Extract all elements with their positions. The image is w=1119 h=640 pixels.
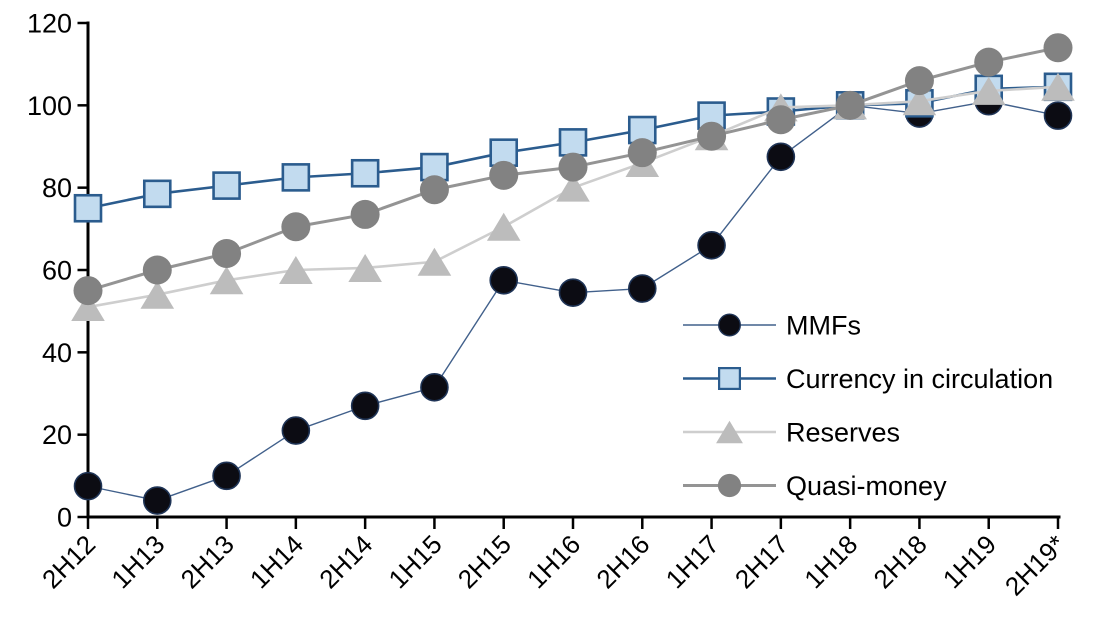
quasi-money-marker — [142, 255, 172, 285]
quasi-money-marker — [489, 160, 519, 190]
quasi-money-marker — [419, 175, 449, 205]
legend-item-currency-in-circulation: Currency in circulation — [683, 364, 1053, 394]
mmfs-marker — [766, 142, 796, 172]
mmfs-marker — [420, 373, 449, 402]
x-axis-tick-label: 1H14 — [244, 529, 309, 594]
reserves-marker — [71, 293, 105, 322]
reserves-marker — [556, 173, 590, 202]
y-axis-tick-label: 120 — [27, 9, 72, 39]
quasi-money-marker — [697, 121, 727, 151]
currency-in-circulation-marker — [558, 128, 588, 157]
mmfs-marker — [73, 471, 103, 501]
y-axis-tick-label: 0 — [57, 503, 72, 533]
reserves-marker — [902, 87, 937, 116]
legend-label-currency-in-circulation: Currency in circulation — [786, 364, 1053, 394]
currency-in-circulation-marker — [73, 193, 103, 223]
quasi-money-marker — [974, 47, 1004, 77]
mmfs-marker — [350, 391, 380, 421]
reserves-marker — [417, 247, 452, 276]
mmfs-marker — [627, 274, 657, 303]
legend-label-quasi-money: Quasi-money — [786, 471, 947, 501]
reserves-marker — [971, 76, 1006, 105]
quasi-money-marker — [212, 239, 242, 269]
quasi-money-marker-legend — [717, 473, 742, 498]
currency-in-circulation-marker — [142, 179, 172, 209]
mmfs-marker — [558, 278, 588, 307]
legend-item-quasi-money: Quasi-money — [683, 471, 947, 501]
quasi-money-marker — [350, 199, 380, 229]
quasi-money-marker — [835, 90, 865, 120]
mmfs-marker — [212, 461, 241, 491]
reserves-marker — [1041, 72, 1075, 101]
mmfs-marker — [281, 416, 311, 445]
quasi-money-marker — [627, 138, 657, 168]
reserves-marker — [348, 253, 382, 282]
quasi-money-marker — [904, 66, 934, 96]
quasi-money-marker — [73, 276, 103, 306]
reserves-marker — [279, 256, 313, 284]
y-axis-tick-label: 60 — [42, 256, 72, 286]
x-axis-tick-label: 2H16 — [590, 529, 655, 594]
quasi-money-marker — [281, 212, 311, 242]
x-axis-tick-label: 1H13 — [105, 529, 170, 594]
quasi-money-marker — [558, 152, 588, 182]
x-axis-tick-label: 1H19 — [937, 529, 1002, 594]
mmfs-marker-legend — [718, 313, 741, 337]
legend-label-reserves: Reserves — [786, 418, 900, 448]
x-axis-tick-label: 2H15 — [452, 529, 517, 594]
mmfs-marker — [1043, 101, 1073, 130]
reserves-marker — [486, 212, 521, 241]
currency-in-circulation-marker — [281, 163, 311, 192]
x-axis-tick-label: 1H16 — [521, 529, 586, 594]
series-mmfs — [73, 86, 1073, 515]
legend: MMFs Currency in circulation Reserves Quasi… — [683, 311, 1053, 501]
mmfs-marker — [142, 486, 172, 515]
quasi-money-marker — [766, 105, 796, 135]
reserves-marker-legend — [716, 420, 743, 444]
x-axis-tick-label: 1H15 — [383, 529, 448, 594]
y-axis-tick-label: 100 — [27, 91, 72, 121]
series-quasi-money — [73, 33, 1073, 306]
x-axis: 2H12 1H13 2H13 1H14 2H14 1H15 2H15 1H16 2H16 1H17… — [36, 518, 1071, 601]
reserves-marker — [140, 280, 175, 309]
legend-item-mmfs: MMFs — [683, 311, 861, 341]
x-axis-tick-label: 2H17 — [729, 529, 794, 594]
currency-in-circulation-marker — [350, 158, 380, 188]
x-axis-tick-label: 2H14 — [313, 529, 378, 594]
legend-item-reserves: Reserves — [683, 418, 900, 448]
reserves-marker — [209, 266, 244, 295]
quasi-money-marker — [1043, 33, 1073, 63]
y-axis-tick-label: 80 — [42, 173, 72, 203]
legend-label-mmfs: MMFs — [786, 311, 861, 341]
mmfs-marker — [489, 265, 519, 295]
x-axis-tick-label: 2H19* — [999, 529, 1071, 601]
x-axis-tick-label: 2H18 — [868, 529, 933, 594]
x-axis-tick-label: 1H17 — [660, 529, 725, 594]
x-axis-tick-label: 1H18 — [798, 529, 863, 594]
y-axis-tick-label: 40 — [42, 338, 72, 368]
x-axis-tick-label: 2H13 — [175, 529, 240, 594]
y-axis-tick-label: 20 — [42, 420, 72, 450]
x-axis-tick-label: 2H12 — [36, 529, 101, 594]
mmfs-marker — [697, 231, 726, 260]
y-axis: 0 20 40 60 80 100 120 — [27, 9, 87, 533]
axes — [86, 21, 1061, 519]
currency-in-circulation-marker — [212, 171, 241, 200]
currency-in-circulation-marker-legend — [717, 366, 742, 391]
